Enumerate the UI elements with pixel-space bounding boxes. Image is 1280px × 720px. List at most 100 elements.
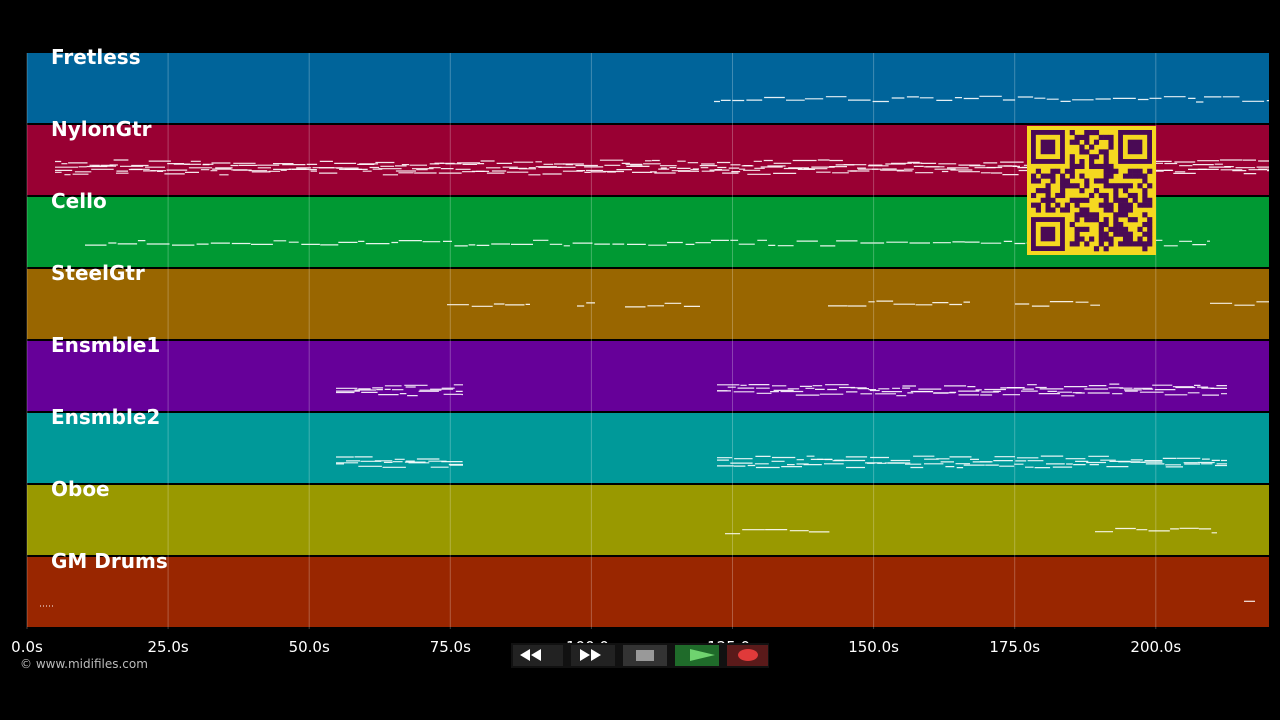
qr-module [1074,134,1080,140]
track-labels: Fretless NylonGtr Cello SteelGtr Ensmble1 Ens… [51,45,168,573]
qr-module [1084,139,1090,145]
qr-module [1093,178,1100,184]
qr-module [1118,207,1124,213]
qr-module [1098,231,1104,237]
qr-module [1084,212,1090,218]
qr-module [1103,173,1109,179]
qr-module [1045,173,1051,179]
qr-module [1137,183,1143,189]
qr-module [1108,226,1114,232]
qr-module [1132,241,1138,247]
qr-module [1132,217,1138,223]
qr-module [1122,226,1129,232]
copyright: © www.midifiles.com [20,657,148,671]
qr-module [1079,207,1085,213]
qr-module [1055,168,1061,174]
qr-module [1074,163,1080,170]
qr-module [1118,212,1124,218]
track-label: Ensmble1 [51,333,160,357]
play-button[interactable] [675,645,719,666]
qr-module [1035,178,1041,184]
qr-module [1118,221,1124,228]
qr-module [1093,188,1100,194]
qr-module [1132,197,1138,203]
qr-module [1064,168,1071,174]
track-label: NylonGtr [51,117,152,141]
qr-module [1069,183,1075,189]
rewind-button[interactable] [513,645,563,666]
qr-module [1113,168,1119,174]
qr-module [1122,236,1129,242]
qr-module [1108,202,1114,208]
qr-module [1089,236,1095,242]
qr-module [1103,134,1109,140]
qr-module [1060,178,1066,184]
qr-module [1108,207,1114,213]
qr-module [1060,188,1066,194]
qr-module [1142,178,1148,184]
qr-module [1089,163,1095,170]
qr-module [1050,207,1056,213]
qr-module [1127,231,1133,237]
track-label: GM Drums [51,549,168,573]
stop-button[interactable] [623,645,667,666]
qr-module [1103,197,1109,203]
qr-module [1089,217,1095,223]
qr-module [1127,173,1133,179]
qr-module [1103,246,1109,252]
qr-module [1074,202,1080,208]
qr-module [1060,192,1066,199]
qr-module [1127,168,1133,174]
qr-module [1069,168,1075,174]
forward-button[interactable] [571,645,615,666]
track-label: SteelGtr [51,261,145,285]
qr-module [1035,207,1041,213]
qr-module [1113,221,1119,228]
qr-module [1069,241,1075,247]
qr-module [1079,134,1085,140]
track-lane [27,53,1269,123]
qr-module [1031,178,1037,184]
track-label: Oboe [51,477,110,501]
tick-label: 25.0s [147,638,188,656]
qr-module [1040,197,1046,203]
qr-module [1137,236,1143,242]
qr-module [1084,149,1090,155]
qr-module [1069,154,1075,160]
note-trace [336,389,463,397]
qr-module [1103,192,1109,199]
track-lane [27,485,1269,555]
qr-module [1122,212,1129,218]
note-trace [717,461,1227,469]
qr-module [1098,202,1104,208]
track-label: Cello [51,189,107,213]
qr-finder [1040,139,1056,155]
qr-module [1093,212,1100,218]
qr-module [1045,197,1051,203]
qr-module [1089,154,1095,160]
qr-module [1089,130,1095,136]
note-trace [625,302,700,308]
qr-module [1137,173,1143,179]
qr-module [1069,221,1075,228]
qr-module [1137,202,1143,208]
qr-module [1113,183,1119,189]
qr-module [1118,226,1124,232]
qr-module [1035,188,1041,194]
qr-module [1103,178,1109,184]
qr-finder [1127,139,1143,155]
qr-module [1074,197,1080,203]
qr-module [1045,207,1051,213]
qr-module [1122,241,1129,247]
qr-module [1055,202,1061,208]
note-trace [577,302,595,307]
qr-module [1142,202,1148,208]
qr-module [1147,241,1153,247]
qr-module [1084,241,1090,247]
qr-module [1069,173,1075,179]
qr-module [1069,139,1075,145]
note-trace [336,386,463,394]
record-button[interactable] [727,645,768,666]
qr-module [1074,212,1080,218]
qr-module [1122,202,1129,208]
